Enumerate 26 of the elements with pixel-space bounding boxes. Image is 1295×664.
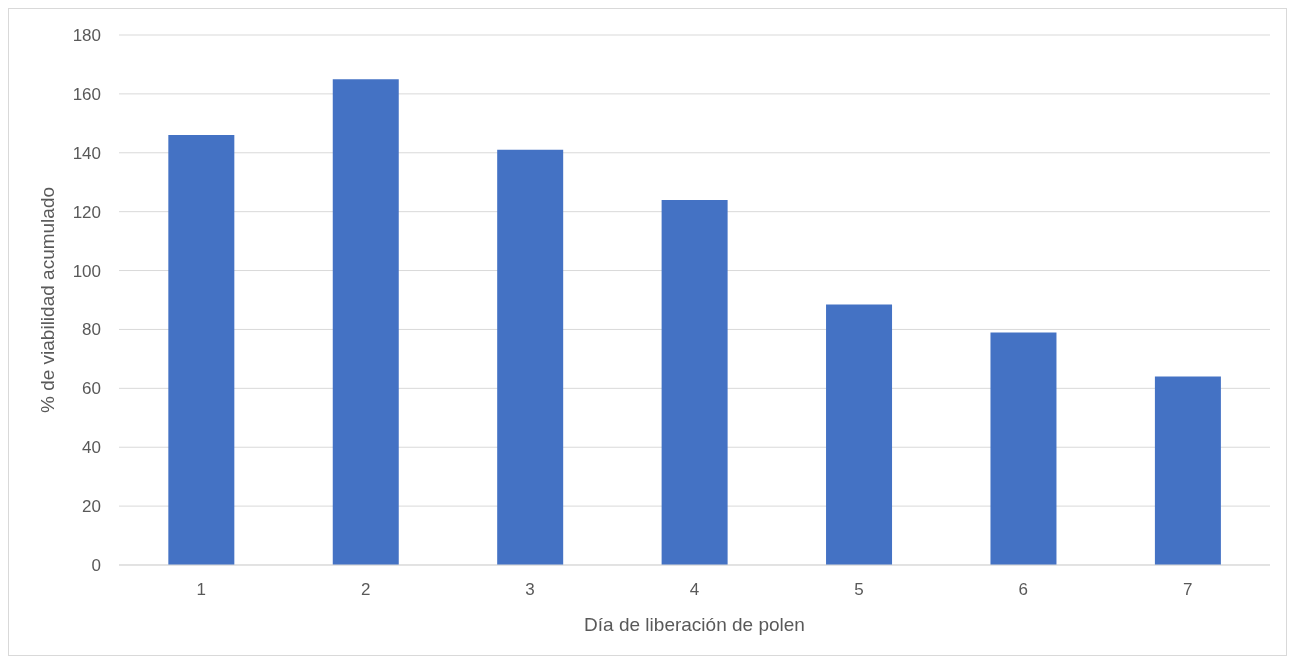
y-tick-label: 80 [82, 320, 101, 340]
bar [1154, 376, 1221, 565]
x-tick-label: 3 [525, 580, 535, 600]
x-axis-title: Día de liberación de polen [584, 614, 805, 635]
y-tick-label: 180 [72, 26, 101, 46]
x-tick-label: 4 [689, 580, 700, 600]
y-tick-label: 100 [72, 261, 101, 281]
bar [332, 79, 399, 565]
y-tick-label: 160 [72, 84, 101, 104]
x-tick-label: 5 [854, 580, 864, 600]
bar [826, 304, 893, 565]
x-tick-label: 1 [196, 580, 206, 600]
y-tick-label: 60 [82, 379, 101, 399]
y-tick-label: 140 [72, 143, 101, 163]
y-tick-label: 40 [82, 438, 101, 458]
x-tick-label: 6 [1018, 580, 1029, 600]
x-tick-label: 2 [360, 580, 371, 600]
bar [168, 135, 235, 565]
x-tick-label: 7 [1183, 580, 1193, 600]
y-tick-label: 20 [82, 497, 101, 517]
y-axis-title: % de viabilidad acumulado [36, 186, 58, 414]
y-tick-label: 120 [72, 202, 101, 222]
bar [661, 199, 728, 565]
bar [990, 332, 1057, 565]
bar [497, 149, 564, 565]
y-tick-label: 0 [91, 556, 101, 576]
